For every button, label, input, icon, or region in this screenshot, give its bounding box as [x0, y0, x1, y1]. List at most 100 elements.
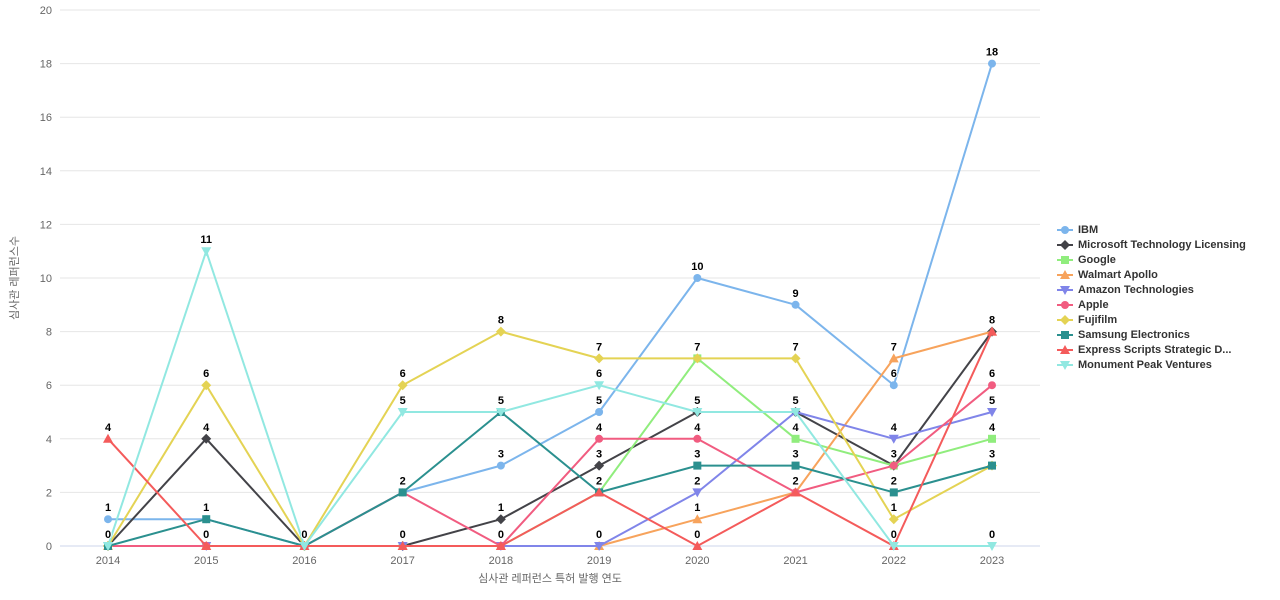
data-point-label: 7 — [891, 341, 897, 353]
series-line — [107, 384, 993, 547]
data-point-marker[interactable] — [693, 274, 702, 282]
data-point-marker[interactable] — [103, 542, 113, 551]
data-point-marker[interactable] — [397, 380, 408, 391]
data-point-marker[interactable] — [201, 541, 212, 550]
data-point-marker[interactable] — [496, 461, 505, 470]
data-point-marker[interactable] — [790, 408, 801, 417]
y-axis-title: 심사관 레퍼런스수 — [8, 236, 21, 320]
data-point-marker[interactable] — [495, 514, 506, 525]
legend-label: Express Scripts Strategic D... — [1078, 343, 1232, 356]
data-point-marker[interactable] — [594, 542, 605, 551]
data-point-marker[interactable] — [594, 353, 605, 364]
data-point-marker[interactable] — [888, 434, 899, 444]
data-point-label: 1 — [694, 502, 700, 514]
data-point-marker[interactable] — [790, 487, 801, 497]
data-point-marker[interactable] — [889, 488, 898, 497]
data-point-label: 1 — [498, 502, 504, 514]
data-point-label: 4 — [792, 422, 799, 434]
data-point-marker[interactable] — [397, 408, 408, 417]
legend-item-fujifilm[interactable]: Fujifilm — [1057, 312, 1246, 327]
data-point-marker[interactable] — [693, 434, 702, 443]
data-point-marker[interactable] — [889, 381, 898, 390]
legend-item-samsung-electronics[interactable]: Samsung Electronics — [1057, 327, 1246, 342]
data-point-marker[interactable] — [103, 433, 113, 443]
data-point-marker[interactable] — [889, 461, 898, 470]
series-line — [107, 250, 993, 547]
data-point-marker[interactable] — [104, 515, 112, 524]
data-point-marker[interactable] — [201, 433, 212, 444]
data-point-marker[interactable] — [495, 408, 506, 417]
data-point-marker[interactable] — [987, 326, 997, 336]
data-point-marker[interactable] — [988, 434, 996, 443]
data-point-marker[interactable] — [201, 380, 212, 391]
data-point-label: 7 — [596, 341, 602, 353]
y-tick-label: 6 — [46, 380, 52, 392]
data-point-marker[interactable] — [692, 488, 703, 498]
data-point-label: 9 — [792, 288, 798, 300]
data-point-marker[interactable] — [988, 461, 996, 470]
data-point-marker[interactable] — [495, 326, 506, 337]
legend-item-ibm[interactable]: IBM — [1057, 222, 1246, 237]
data-point-marker[interactable] — [595, 408, 604, 416]
data-point-marker[interactable] — [988, 381, 996, 390]
data-point-marker[interactable] — [791, 300, 800, 309]
legend-item-apple[interactable]: Apple — [1057, 297, 1246, 312]
legend-item-google[interactable]: Google — [1057, 252, 1246, 267]
data-point-label: 6 — [596, 368, 602, 380]
data-point-marker[interactable] — [692, 408, 703, 417]
legend-item-express-scripts-strategic-d[interactable]: Express Scripts Strategic D... — [1057, 342, 1246, 357]
x-tick-label: 2014 — [96, 555, 120, 567]
x-tick-label: 2016 — [292, 555, 316, 567]
data-point-label: 7 — [694, 341, 700, 353]
data-point-label: 1 — [203, 502, 209, 514]
y-tick-label: 0 — [46, 541, 52, 553]
legend-item-microsoft-technology-licensing[interactable]: Microsoft Technology Licensing — [1057, 237, 1246, 252]
legend-item-amazon-technologies[interactable]: Amazon Technologies — [1057, 282, 1246, 297]
data-point-label: 2 — [891, 475, 897, 487]
data-point-marker[interactable] — [888, 514, 899, 525]
data-point-marker[interactable] — [299, 542, 310, 551]
legend-item-walmart-apollo[interactable]: Walmart Apollo — [1057, 267, 1246, 282]
x-tick-label: 2023 — [980, 555, 1004, 567]
data-point-label: 5 — [596, 395, 602, 407]
fujifilm-series-marker-icon — [1057, 314, 1073, 325]
legend-label: Samsung Electronics — [1078, 328, 1190, 341]
data-point-marker[interactable] — [595, 434, 604, 443]
data-point-marker[interactable] — [594, 381, 605, 391]
data-point-marker[interactable] — [692, 353, 703, 364]
data-point-label: 4 — [203, 422, 210, 434]
y-tick-label: 14 — [40, 166, 52, 178]
data-point-label: 6 — [891, 368, 897, 380]
data-point-marker[interactable] — [594, 460, 605, 471]
legend-item-monument-peak-ventures[interactable]: Monument Peak Ventures — [1057, 357, 1246, 372]
data-point-marker[interactable] — [692, 541, 703, 550]
data-point-label: 3 — [694, 449, 700, 461]
data-point-marker[interactable] — [397, 541, 408, 550]
data-point-marker[interactable] — [790, 353, 801, 364]
data-point-marker[interactable] — [988, 59, 996, 68]
y-tick-label: 10 — [40, 273, 52, 285]
data-point-label: 0 — [203, 529, 209, 541]
data-point-marker[interactable] — [202, 515, 211, 524]
data-point-marker[interactable] — [594, 487, 605, 497]
data-point-marker[interactable] — [888, 353, 899, 363]
data-point-marker[interactable] — [987, 542, 997, 551]
data-point-label: 2 — [596, 475, 602, 487]
data-point-marker[interactable] — [987, 408, 997, 417]
data-point-label: 4 — [989, 422, 996, 434]
data-point-marker[interactable] — [693, 461, 702, 470]
data-point-label: 2 — [694, 475, 700, 487]
data-point-marker[interactable] — [201, 247, 212, 257]
x-axis-tick-labels: 2014 2015 2016 2017 2018 2019 2020 2021 2022 2023 — [96, 555, 1004, 567]
data-point-marker[interactable] — [495, 541, 506, 550]
data-point-marker[interactable] — [398, 488, 407, 497]
data-point-marker[interactable] — [888, 542, 899, 551]
data-point-marker[interactable] — [791, 434, 800, 443]
gridlines — [60, 9, 1040, 547]
data-point-label: 5 — [498, 395, 504, 407]
data-point-label: 3 — [596, 449, 602, 461]
data-point-marker[interactable] — [692, 514, 703, 524]
data-point-marker[interactable] — [791, 461, 800, 470]
